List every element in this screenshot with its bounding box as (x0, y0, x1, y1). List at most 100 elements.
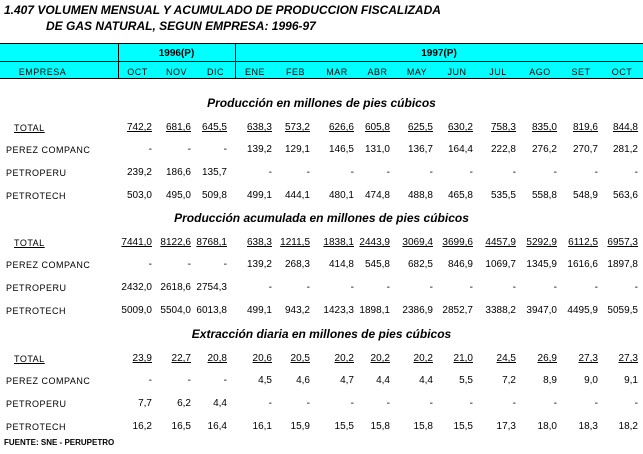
table-cell: 20,2 (413, 353, 433, 364)
table-cell: - (512, 398, 516, 409)
table-cell: 474,8 (364, 190, 390, 201)
table-cell: 638,3 (246, 237, 272, 248)
table-cell: 24,5 (496, 353, 516, 364)
month-header: JUN (447, 67, 467, 77)
table-cell: 558,8 (531, 190, 557, 201)
table-cell: 681,6 (165, 122, 191, 133)
table-cell: 20,2 (370, 353, 390, 364)
table-cell: - (306, 167, 310, 178)
table-cell: - (594, 167, 598, 178)
table-cell: 139,2 (246, 259, 272, 270)
table-cell: 135,7 (201, 167, 227, 178)
row-label: PEREZ COMPANC (6, 145, 91, 155)
table-cell: 7,7 (138, 398, 152, 409)
table-cell: 4,5 (258, 375, 272, 386)
table-cell: 844,8 (612, 122, 638, 133)
month-header: NOV (165, 67, 187, 77)
table-cell: - (553, 398, 557, 409)
table-cell: - (223, 144, 227, 155)
table-cell: 4457,9 (485, 237, 516, 248)
row-label: PETROPERU (6, 399, 67, 409)
table-cell: - (223, 259, 227, 270)
row-label: PETROTECH (6, 191, 67, 201)
table-cell: 444,1 (284, 190, 310, 201)
table-cell: - (148, 375, 152, 386)
table-cell: 270,7 (572, 144, 598, 155)
table-cell: 20,8 (207, 353, 227, 364)
table-cell: - (429, 282, 433, 293)
table-cell: - (148, 259, 152, 270)
table-cell: 139,2 (246, 144, 272, 155)
table-cell: - (512, 282, 516, 293)
table-cell: - (469, 282, 473, 293)
table-cell: 16,2 (132, 421, 152, 432)
table-cell: 742,2 (126, 122, 152, 133)
table-cell: - (306, 282, 310, 293)
table-cell: 3699,6 (442, 237, 473, 248)
table-cell: 535,5 (490, 190, 516, 201)
table-cell: 1897,8 (607, 259, 638, 270)
table-cell: 5059,5 (607, 305, 638, 316)
table-cell: 465,8 (447, 190, 473, 201)
table-cell: - (469, 167, 473, 178)
table-cell: - (187, 259, 191, 270)
month-header: MAR (326, 67, 348, 77)
table-cell: - (386, 398, 390, 409)
table-cell: 819,6 (572, 122, 598, 133)
table-cell: 8,9 (543, 375, 557, 386)
table-cell: 6112,5 (568, 237, 598, 248)
table-cell: 276,2 (531, 144, 557, 155)
table-cell: 164,4 (447, 144, 473, 155)
table-cell: 3069,4 (402, 237, 433, 248)
table-cell: 682,5 (407, 259, 433, 270)
table-cell: - (268, 167, 272, 178)
table-cell: 573,2 (284, 122, 310, 133)
table-cell: - (553, 282, 557, 293)
row-label: PETROPERU (6, 283, 67, 293)
table-cell: 1211,5 (280, 237, 310, 248)
table-cell: 22,7 (171, 353, 191, 364)
table-cell: - (429, 398, 433, 409)
table-cell: - (187, 375, 191, 386)
header-separator (118, 43, 119, 79)
table-cell: 1616,6 (567, 259, 598, 270)
table-cell: 480,1 (328, 190, 354, 201)
month-header: OCT (127, 67, 148, 77)
table-cell: 4,4 (376, 375, 390, 386)
table-cell: - (386, 282, 390, 293)
table-cell: 15,8 (370, 421, 390, 432)
table-cell: 15,9 (290, 421, 310, 432)
month-header: ABR (367, 67, 388, 77)
table-cell: 27,3 (578, 353, 598, 364)
table-cell: 625,5 (407, 122, 433, 133)
table-cell: - (223, 375, 227, 386)
table-cell: 835,0 (531, 122, 557, 133)
table-cell: 758,3 (490, 122, 516, 133)
row-label: TOTAL (14, 238, 45, 248)
header-divider (0, 61, 643, 62)
table-cell: 18,0 (537, 421, 557, 432)
table-cell: 5,5 (459, 375, 473, 386)
table-cell: 268,3 (284, 259, 310, 270)
table-cell: 281,2 (612, 144, 638, 155)
table-cell: 499,1 (246, 305, 272, 316)
table-cell: 846,9 (447, 259, 473, 270)
table-cell: 943,2 (284, 305, 310, 316)
row-label: PEREZ COMPANC (6, 376, 91, 386)
month-header: FEB (285, 67, 305, 77)
table-cell: 638,3 (246, 122, 272, 133)
table-cell: - (512, 167, 516, 178)
month-header: OCT (611, 67, 633, 77)
table-cell: 488,8 (407, 190, 433, 201)
table-cell: 20,6 (252, 353, 272, 364)
empresa-header: EMPRESA (18, 67, 67, 77)
table-cell: - (148, 144, 152, 155)
table-cell: - (594, 398, 598, 409)
table-cell: - (306, 398, 310, 409)
table-cell: 6957,3 (607, 237, 638, 248)
row-label: PETROTECH (6, 422, 67, 432)
table-cell: 1345,9 (526, 259, 557, 270)
table-cell: - (350, 167, 354, 178)
table-cell: 499,1 (246, 190, 272, 201)
table-cell: 15,5 (453, 421, 473, 432)
